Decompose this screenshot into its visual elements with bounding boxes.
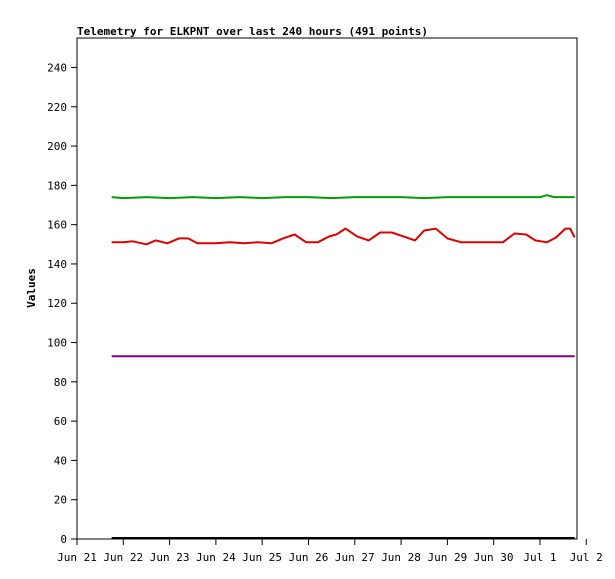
y-tick-label: 100 — [47, 337, 67, 350]
y-tick-label: 220 — [47, 101, 67, 114]
y-tick-label: 80 — [54, 376, 67, 389]
x-axis: Jun 21 Jun 22 Jun 23 Jun 24 Jun 25 Jun 26 Jun … — [57, 539, 603, 564]
y-axis-label: Values — [25, 268, 38, 308]
x-tick-label: Jun 30 — [474, 551, 514, 564]
y-tick-label: 60 — [54, 415, 67, 428]
y-tick-label: 140 — [47, 258, 67, 271]
y-tick-label: 160 — [47, 219, 67, 232]
x-tick-label: Jun 26 — [289, 551, 329, 564]
x-tick-label: Jun 22 — [103, 551, 143, 564]
series-group — [111, 194, 576, 539]
y-tick-label: 180 — [47, 179, 67, 192]
x-tick-label: Jul 2 — [570, 551, 603, 564]
x-tick-label: Jun 24 — [196, 551, 236, 564]
x-tick-label: Jun 29 — [427, 551, 467, 564]
x-tick-label: Jun 27 — [335, 551, 375, 564]
x-tick-label: Jul 1 — [523, 551, 556, 564]
series-line-2 — [111, 227, 576, 246]
y-tick-label: 20 — [54, 494, 67, 507]
y-axis: 0 20 40 60 80 100 120 140 160 180 200 220 240 — [47, 61, 77, 546]
series-line-1 — [111, 194, 575, 200]
y-tick-label: 120 — [47, 297, 67, 310]
y-tick-label: 200 — [47, 140, 67, 153]
x-tick-label: Jun 28 — [381, 551, 421, 564]
x-tick-label: Jun 23 — [150, 551, 190, 564]
y-tick-label: 40 — [54, 454, 67, 467]
x-tick-label: Jun 21 — [57, 551, 97, 564]
x-tick-label: Jun 25 — [242, 551, 282, 564]
y-tick-label: 0 — [60, 533, 67, 546]
y-tick-label: 240 — [47, 61, 67, 74]
chart-title: Telemetry for ELKPNT over last 240 hours… — [77, 25, 428, 38]
